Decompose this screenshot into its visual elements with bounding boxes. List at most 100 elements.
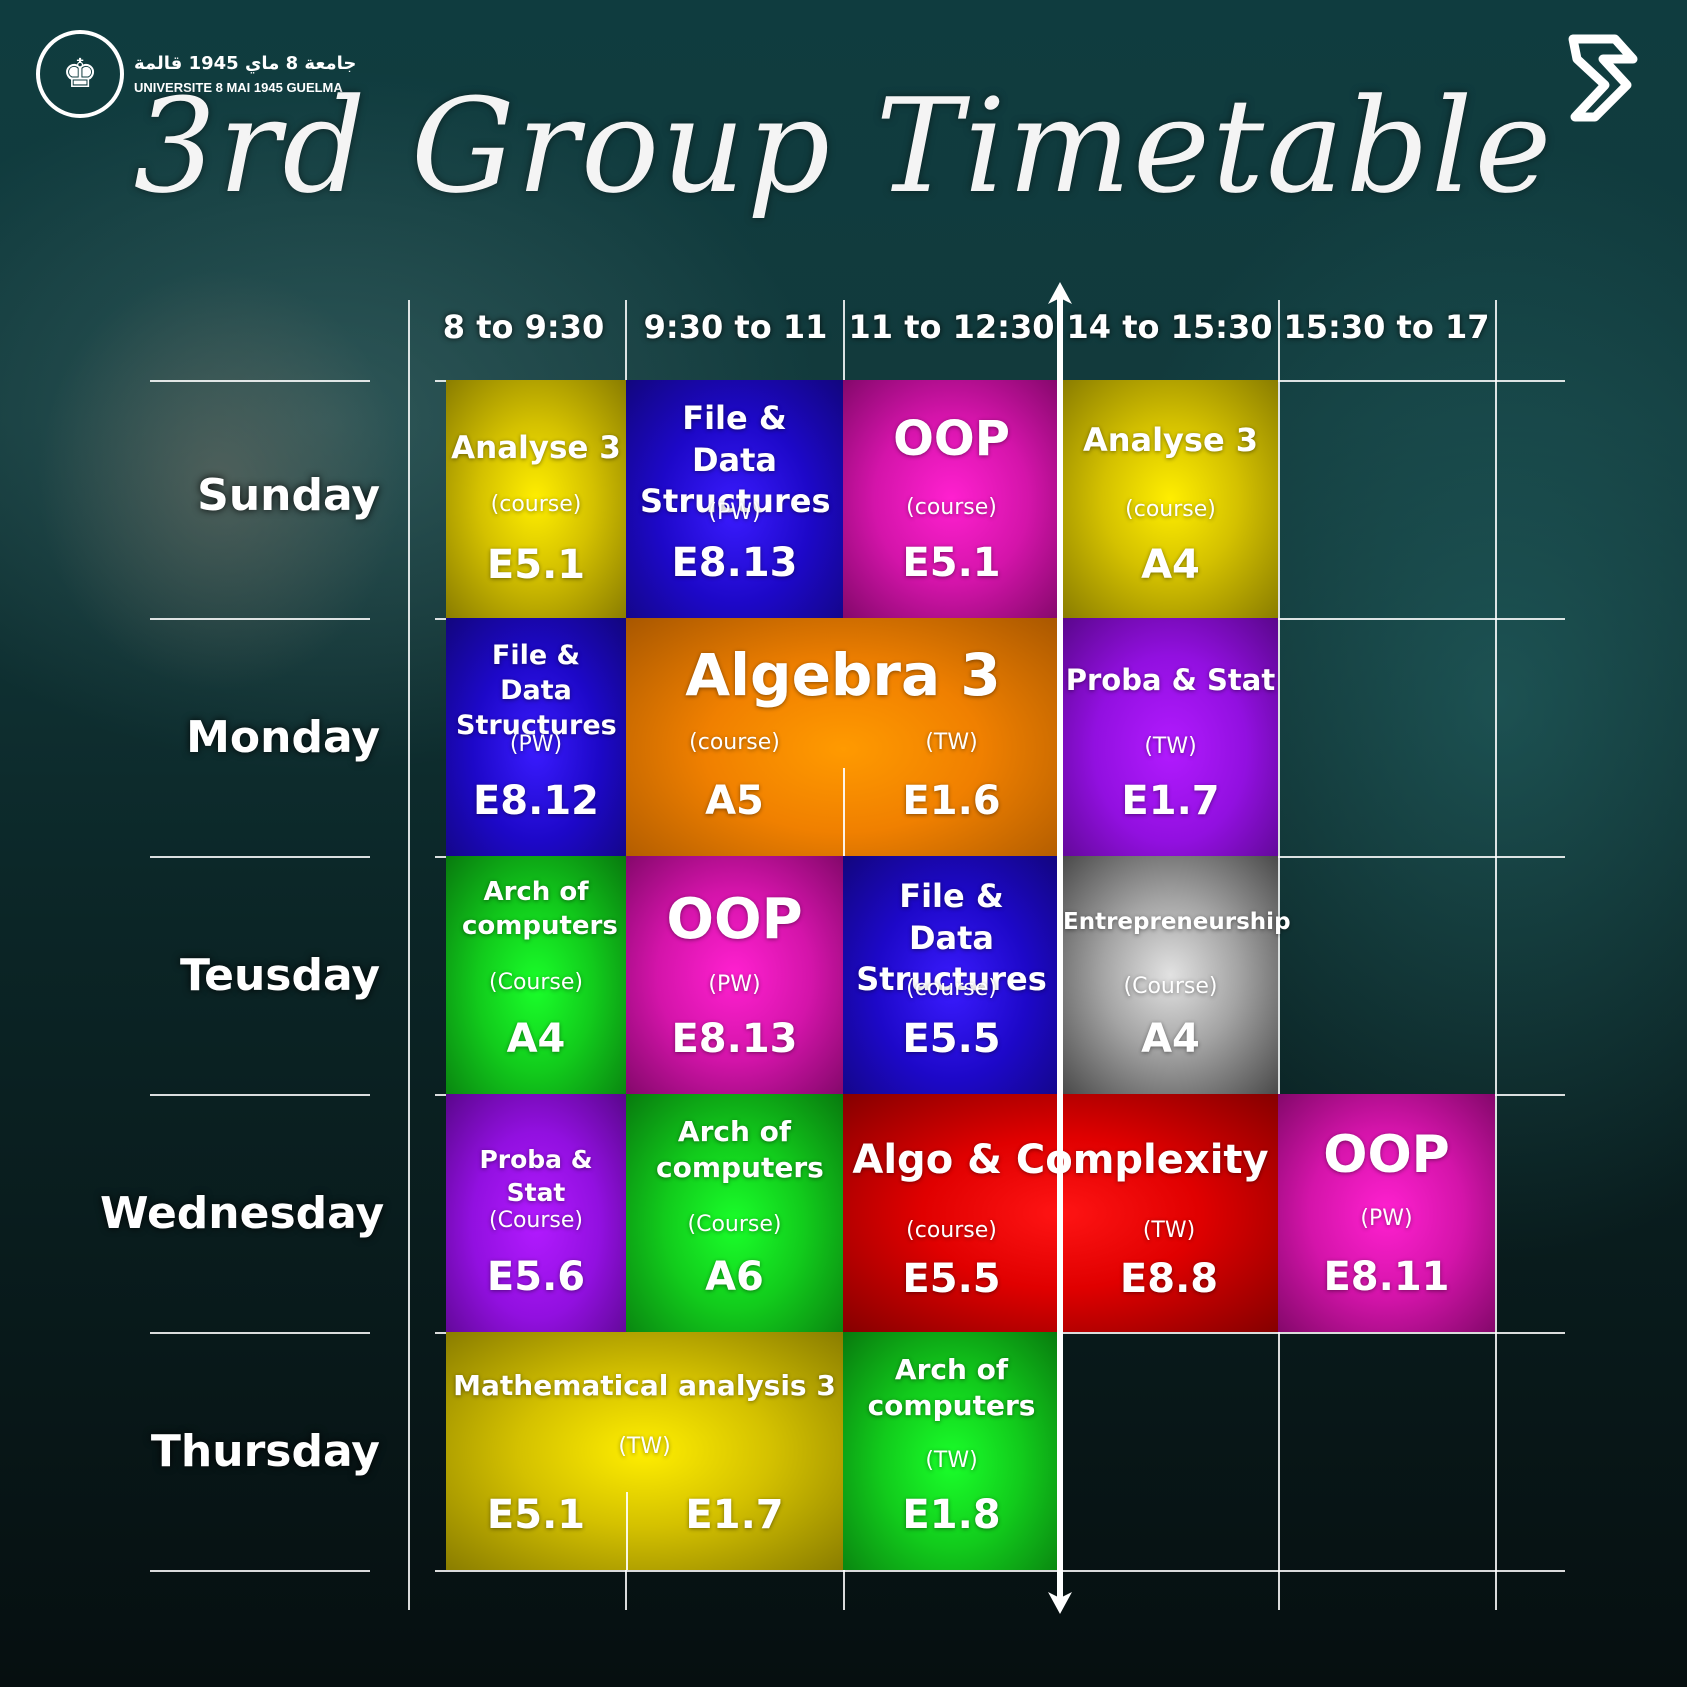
session-subject: File & Data Structures [856,877,1047,999]
session-subject: Analyse 3 [451,430,621,466]
session-cell: Arch of computers (TW) E1.8 [843,1332,1060,1570]
session-room: E1.6 [902,778,1001,824]
time-slot-5: 15:30 to 17 [1283,308,1490,346]
session-cell: File & Data Structures (course) E5.5 [843,856,1060,1094]
session-room: E5.1 [486,542,586,588]
time-slot-4: 14 to 15:30 [1066,308,1273,346]
session-room: A4 [1141,1016,1200,1062]
session-cell: OOP (PW) E8.11 [1278,1094,1495,1332]
time-slot-3: 11 to 12:30 [848,308,1055,346]
session-subject: File & Data Structures [640,399,831,521]
session-type: (TW) [618,1434,671,1459]
background-mountain [0,230,440,930]
session-subject: Arch of computers [656,1115,824,1185]
session-type: (Course) [687,1212,782,1237]
arrow-up-icon [1048,282,1072,304]
university-name: جامعة 8 ماي 1945 قالمة UNIVERSITE 8 MAI … [134,53,356,95]
day-thursday: Thursday [150,1426,380,1477]
session-type: (course) [906,976,997,1001]
session-room: E5.1 [486,1492,586,1538]
session-cell: Mathematical analysis 3 (TW) E5.1 E1.7 [446,1332,843,1570]
session-room: A4 [506,1016,566,1062]
session-cell: File & Data Structures (PW) E8.12 [446,618,626,856]
session-type: (Course) [1123,974,1218,999]
university-seal-icon: ♚ [36,30,124,118]
session-subject: Algebra 3 [685,641,1001,709]
grid-line [435,1570,1565,1572]
session-room: A4 [1141,542,1200,588]
session-room: E8.13 [671,1016,798,1062]
session-cell: Arch of computers (Course) A4 [446,856,626,1094]
grid-line [1278,300,1280,1610]
session-room: E8.13 [671,540,798,586]
page-title: 3rd Group Timetable [133,70,1554,222]
lunch-break-divider [1057,288,1063,1608]
session-type: (course) [906,1218,997,1243]
session-type: (course) [906,495,997,520]
day-tuesday: Teusday [179,950,380,1001]
session-room: E5.6 [486,1254,586,1300]
session-subject: Proba & Stat [1065,663,1276,697]
session-type: (PW) [708,500,761,525]
session-room: E5.1 [902,540,1001,586]
session-subject: Proba & Stat [479,1145,593,1207]
session-room: E8.11 [1323,1254,1450,1300]
session-subject: OOP [893,411,1010,467]
session-cell: Analyse 3 (course) E5.1 [446,380,626,618]
session-subject: Entrepreneurship [1063,909,1291,935]
university-logo: ♚ جامعة 8 ماي 1945 قالمة UNIVERSITE 8 MA… [36,30,356,118]
session-room: E1.7 [1121,778,1220,824]
university-name-french: UNIVERSITE 8 MAI 1945 GUELMA [134,80,343,95]
session-type: (Course) [489,1208,583,1233]
time-slot-2: 9:30 to 11 [643,308,828,346]
day-monday: Monday [186,712,380,763]
session-type: (TW) [925,1448,978,1473]
session-room: E1.8 [902,1492,1001,1538]
session-subject: OOP [1323,1125,1450,1185]
session-cell: OOP (PW) E8.13 [626,856,843,1094]
session-subject: Analyse 3 [1082,421,1259,459]
time-slot-1: 8 to 9:30 [442,308,605,346]
session-subject: Arch of computers [462,877,618,941]
session-type: (Course) [489,970,583,995]
day-sunday: Sunday [197,470,380,521]
session-room: E5.5 [902,1256,1001,1302]
day-wednesday: Wednesday [100,1188,385,1239]
session-type: (TW) [925,730,978,755]
grid-line [150,618,370,620]
grid-line [408,300,410,1610]
session-type: (course) [490,492,582,517]
session-type: (TW) [1144,734,1197,759]
session-type: (course) [1125,497,1216,522]
session-type: (PW) [509,732,563,757]
session-cell: Entrepreneurship (Course) A4 [1063,856,1291,1094]
arrow-down-icon [1048,1592,1072,1614]
session-type: (PW) [708,972,761,997]
session-cell: File & Data Structures (PW) E8.13 [626,380,843,618]
session-subject: Mathematical analysis 3 [453,1369,836,1402]
session-cell: Proba & Stat (Course) E5.6 [446,1094,626,1332]
session-cell: OOP (course) E5.1 [843,380,1060,618]
session-cell: Proba & Stat (TW) E1.7 [1063,618,1278,856]
session-cell: Algebra 3 (course) (TW) A5 E1.6 [626,618,1060,856]
university-name-arabic: جامعة 8 ماي 1945 قالمة [134,53,357,74]
session-room: E8.12 [472,778,599,824]
session-subject: OOP [666,887,803,952]
grid-line [150,856,370,858]
session-room: A6 [705,1254,764,1300]
session-room: A5 [705,778,764,824]
session-subject: Arch of computers [867,1353,1036,1423]
session-subject: File & Data Structures [456,640,617,742]
grid-line [150,380,370,382]
session-type: (course) [689,730,780,755]
session-room: E5.5 [902,1016,1001,1062]
session-type: (PW) [1360,1206,1413,1231]
grid-line [150,1094,370,1096]
split-divider [626,1492,628,1570]
grid-line [150,1570,370,1572]
split-divider [843,768,845,856]
grid-line [1495,300,1497,1610]
session-type: (TW) [1142,1218,1196,1243]
grid-line [150,1332,370,1334]
session-room: E1.7 [685,1492,784,1538]
